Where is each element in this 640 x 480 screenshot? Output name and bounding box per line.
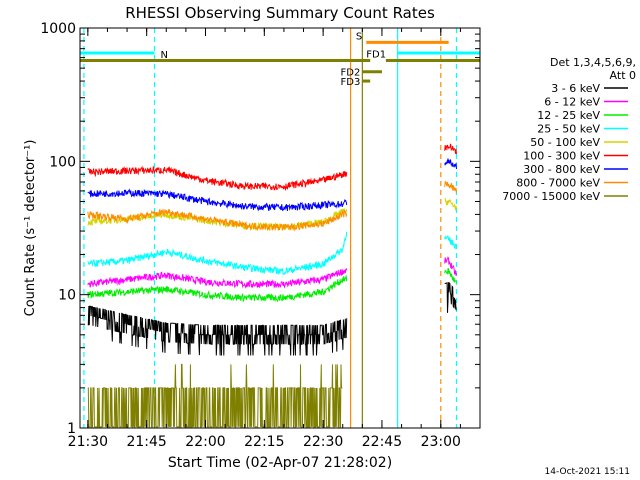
series-line (444, 268, 457, 284)
x-tick-label: 21:30 (68, 434, 108, 450)
x-tick-label: 22:30 (303, 434, 343, 450)
legend-entry-label: 50 - 100 keV (530, 136, 600, 149)
legend-entry-label: 6 - 12 keV (544, 96, 600, 109)
x-tick-label: 21:45 (126, 434, 166, 450)
legend-entry-label: 100 - 300 keV (523, 150, 600, 163)
series-line (444, 143, 457, 155)
series-line (444, 197, 457, 211)
y-tick-label: 1 (67, 421, 76, 437)
series-line (87, 305, 348, 356)
series-line (87, 208, 348, 232)
legend-entry-label: 7000 - 15000 keV (502, 190, 600, 203)
state-bar-label: S (356, 31, 362, 42)
legend-entry-label: 3 - 6 keV (551, 82, 600, 95)
y-tick-label: 1000 (40, 21, 76, 37)
x-tick-label: 22:00 (185, 434, 225, 450)
legend-entry-label: 12 - 25 keV (537, 109, 600, 122)
x-tick-label: 22:45 (362, 434, 402, 450)
series-line (87, 363, 343, 428)
series-line (87, 274, 348, 303)
legend-header: Att 0 (610, 69, 636, 82)
series-line (444, 256, 457, 276)
x-axis-label: Start Time (02-Apr-07 21:28:02) (168, 455, 392, 471)
series-line (444, 235, 457, 250)
series-line (87, 268, 348, 289)
legend-entry-label: 800 - 7000 keV (516, 177, 600, 190)
state-bar-label: N (161, 50, 168, 61)
series-line (444, 158, 457, 170)
y-tick-label: 10 (58, 288, 76, 304)
series-line (444, 181, 457, 194)
series-line (87, 165, 348, 192)
footer-timestamp: 14-Oct-2021 15:11 (545, 467, 630, 477)
state-bar-label: FD2 (341, 68, 361, 79)
x-tick-label: 22:15 (244, 434, 284, 450)
series-line (87, 188, 348, 212)
legend-entry-label: 300 - 800 keV (523, 163, 600, 176)
chart-title: RHESSI Observing Summary Count Rates (125, 4, 435, 22)
series-line (87, 231, 348, 276)
x-tick-label: 23:00 (421, 434, 461, 450)
legend-entry-label: 25 - 50 keV (537, 123, 600, 136)
state-bar-label: FD1 (366, 50, 386, 61)
state-bar-label: FD3 (341, 77, 361, 88)
y-axis-label: Count Rate (s⁻¹ detector⁻¹) (23, 140, 38, 317)
y-tick-label: 100 (49, 154, 76, 170)
plot-frame (79, 27, 481, 429)
series-line (444, 281, 457, 313)
legend-header: Det 1,3,4,5,6,9, (550, 56, 636, 69)
